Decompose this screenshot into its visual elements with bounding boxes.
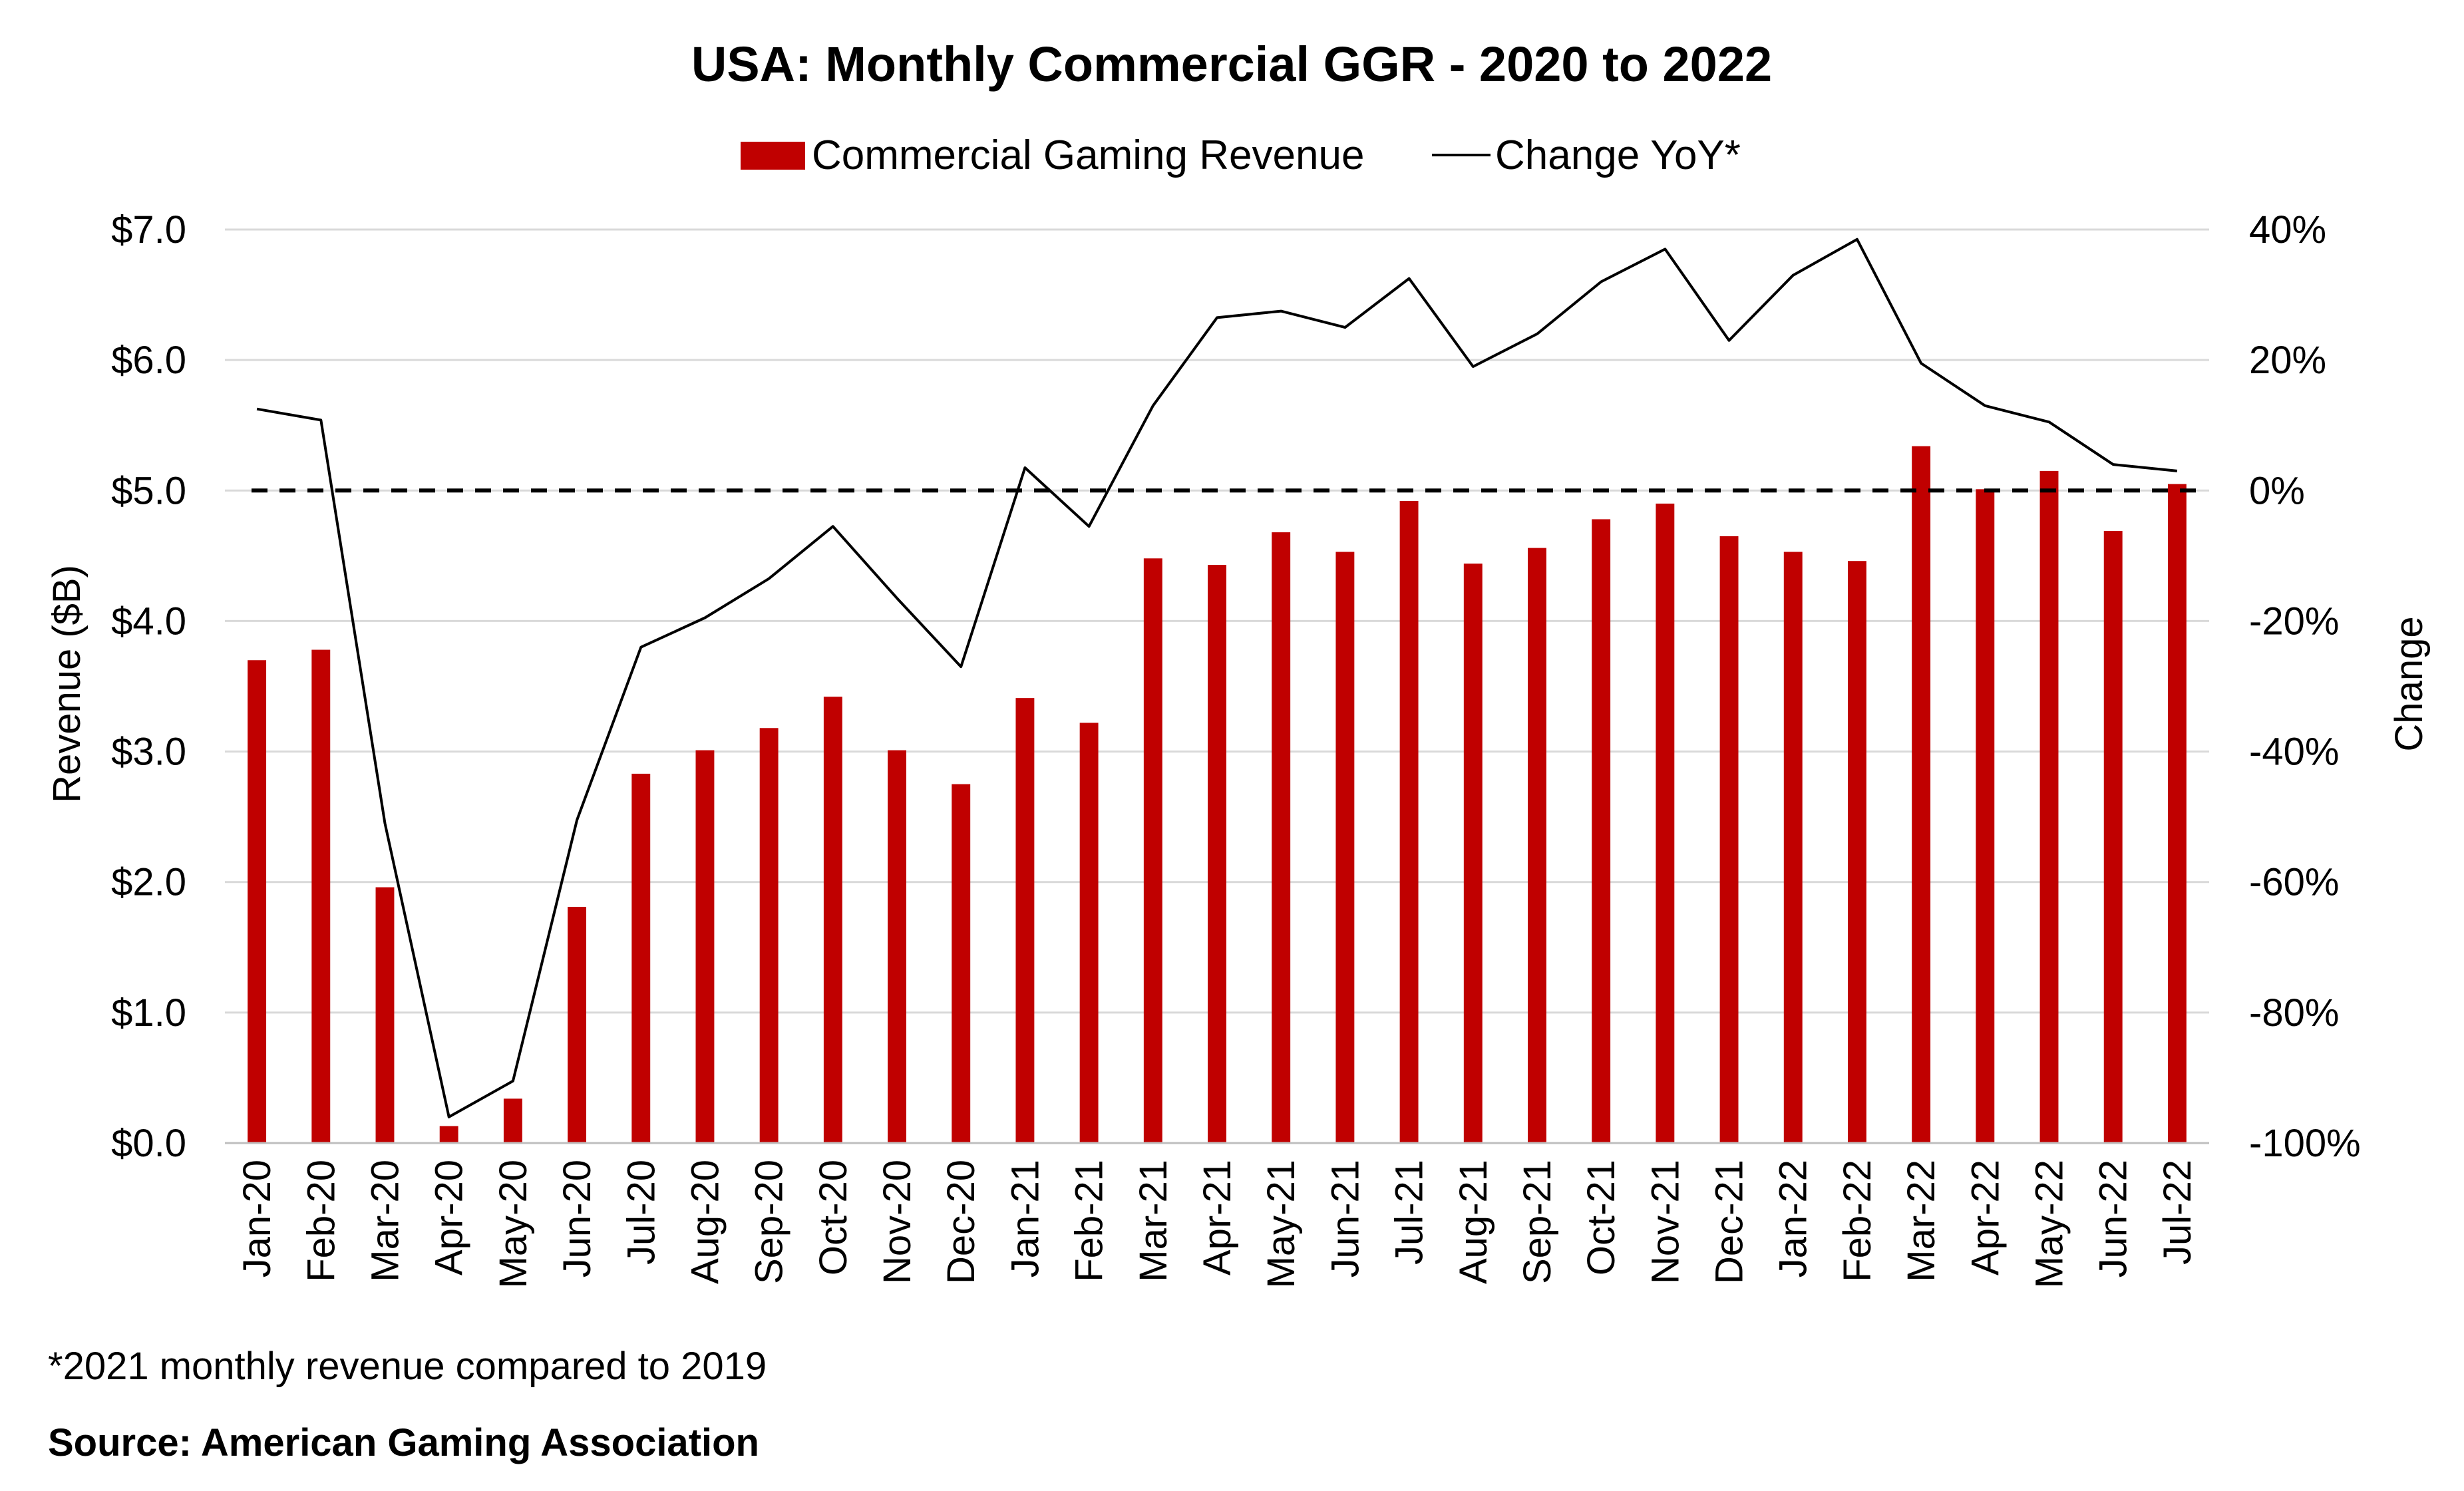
x-tick-label: Jul-21 [1388,1160,1431,1265]
left-tick-label: $6.0 [111,339,186,382]
right-tick-label: 20% [2249,339,2326,382]
left-tick-label: $7.0 [111,208,186,251]
revenue-bar [1463,564,1483,1143]
right-tick-label: -60% [2249,861,2339,904]
left-tick-label: $2.0 [111,861,186,904]
bar-series [248,446,2187,1143]
revenue-bar [2103,531,2123,1143]
left-tick-label: $1.0 [111,991,186,1035]
legend-label-revenue: Commercial Gaming Revenue [812,132,1364,178]
right-tick-label: -80% [2249,991,2339,1035]
revenue-bar [1015,698,1035,1143]
x-tick-label: Dec-21 [1708,1160,1751,1284]
footnote: *2021 monthly revenue compared to 2019 [48,1345,767,1388]
x-tick-label: Feb-21 [1068,1160,1111,1282]
x-tick-label: Apr-20 [428,1160,471,1275]
revenue-bar [2167,484,2187,1143]
x-tick-label: Jun-21 [1323,1160,1367,1277]
right-axis-ticks: -100% -80% -60% -40% -20% 0% 20% 40% [2249,208,2361,1165]
left-tick-label: $4.0 [111,599,186,643]
revenue-bar [631,773,651,1143]
revenue-bar [1272,532,1291,1143]
revenue-bar [1592,519,1611,1143]
revenue-bar [248,660,267,1143]
legend: Commercial Gaming Revenue Change YoY* [741,132,1741,178]
x-tick-label: Aug-21 [1452,1160,1495,1284]
legend-label-change: Change YoY* [1495,132,1741,178]
revenue-bar [952,784,971,1143]
x-tick-label: Jun-22 [2092,1160,2135,1277]
revenue-bar [695,750,715,1143]
x-tick-label: May-20 [492,1160,535,1288]
right-tick-label: -100% [2249,1122,2361,1165]
revenue-bar [1399,500,1419,1143]
left-axis-ticks: $0.0 $1.0 $2.0 $3.0 $4.0 $5.0 $6.0 $7.0 [111,208,186,1165]
revenue-bar [1208,565,1226,1143]
x-tick-label: Apr-22 [1964,1160,2007,1275]
revenue-bar [1656,503,1675,1143]
x-tick-label: May-21 [1260,1160,1303,1288]
x-tick-label: Jun-20 [556,1160,599,1277]
revenue-bar [1528,548,1546,1143]
x-tick-label: Dec-20 [940,1160,983,1284]
legend-swatch-revenue [741,142,805,170]
x-axis-ticks: Jan-20 Feb-20 Mar-20 Apr-20 May-20 Jun-20 Jul-… [225,1142,2209,1288]
right-tick-label: -40% [2249,731,2339,774]
revenue-bar [503,1098,522,1143]
x-tick-label: Feb-22 [1836,1160,1879,1282]
left-tick-label: $5.0 [111,469,186,512]
left-tick-label: $3.0 [111,731,186,774]
x-tick-label: Nov-20 [876,1160,919,1284]
revenue-bar [2039,470,2059,1143]
x-tick-label: Jan-20 [236,1160,279,1277]
revenue-bar [311,649,331,1143]
left-axis-label: Revenue ($B) [45,565,88,803]
right-axis-label: Change [2387,616,2431,751]
x-tick-label: Oct-20 [812,1160,855,1275]
x-tick-label: Oct-21 [1580,1160,1623,1275]
revenue-bar [1847,561,1866,1143]
x-tick-label: Feb-20 [299,1160,343,1282]
change-line-series [256,238,2178,1118]
x-tick-label: Apr-21 [1196,1160,1239,1275]
x-tick-label: May-22 [2028,1160,2071,1288]
revenue-bar [1976,489,1995,1143]
x-tick-label: Jan-22 [1772,1160,1815,1277]
revenue-bar [375,887,395,1143]
x-tick-label: Mar-22 [1900,1160,1943,1282]
x-tick-label: Sep-21 [1516,1160,1559,1284]
source-note: Source: American Gaming Association [48,1421,759,1464]
revenue-bar [1335,552,1355,1143]
right-tick-label: -20% [2249,599,2339,643]
revenue-bar [759,728,779,1143]
x-tick-label: Jul-22 [2156,1160,2199,1265]
revenue-bar [1783,552,1803,1143]
x-tick-label: Nov-21 [1644,1160,1687,1284]
x-tick-label: Aug-20 [684,1160,727,1284]
revenue-bar [1912,446,1931,1143]
revenue-bar [568,906,587,1143]
revenue-bar [1719,536,1739,1143]
left-tick-label: $0.0 [111,1122,186,1165]
revenue-bar [823,697,842,1143]
revenue-bar [1143,558,1162,1143]
chart-title: USA: Monthly Commercial GGR - 2020 to 20… [691,37,1772,92]
revenue-bar [888,750,906,1143]
x-tick-label: Jan-21 [1003,1160,1047,1277]
x-tick-label: Mar-20 [364,1160,407,1282]
right-tick-label: 0% [2249,469,2305,512]
x-tick-label: Jul-20 [619,1160,663,1265]
revenue-bar [1079,723,1099,1143]
revenue-bar [439,1126,458,1143]
right-tick-label: 40% [2249,208,2326,251]
x-tick-label: Mar-21 [1132,1160,1175,1282]
x-tick-label: Sep-20 [748,1160,791,1284]
